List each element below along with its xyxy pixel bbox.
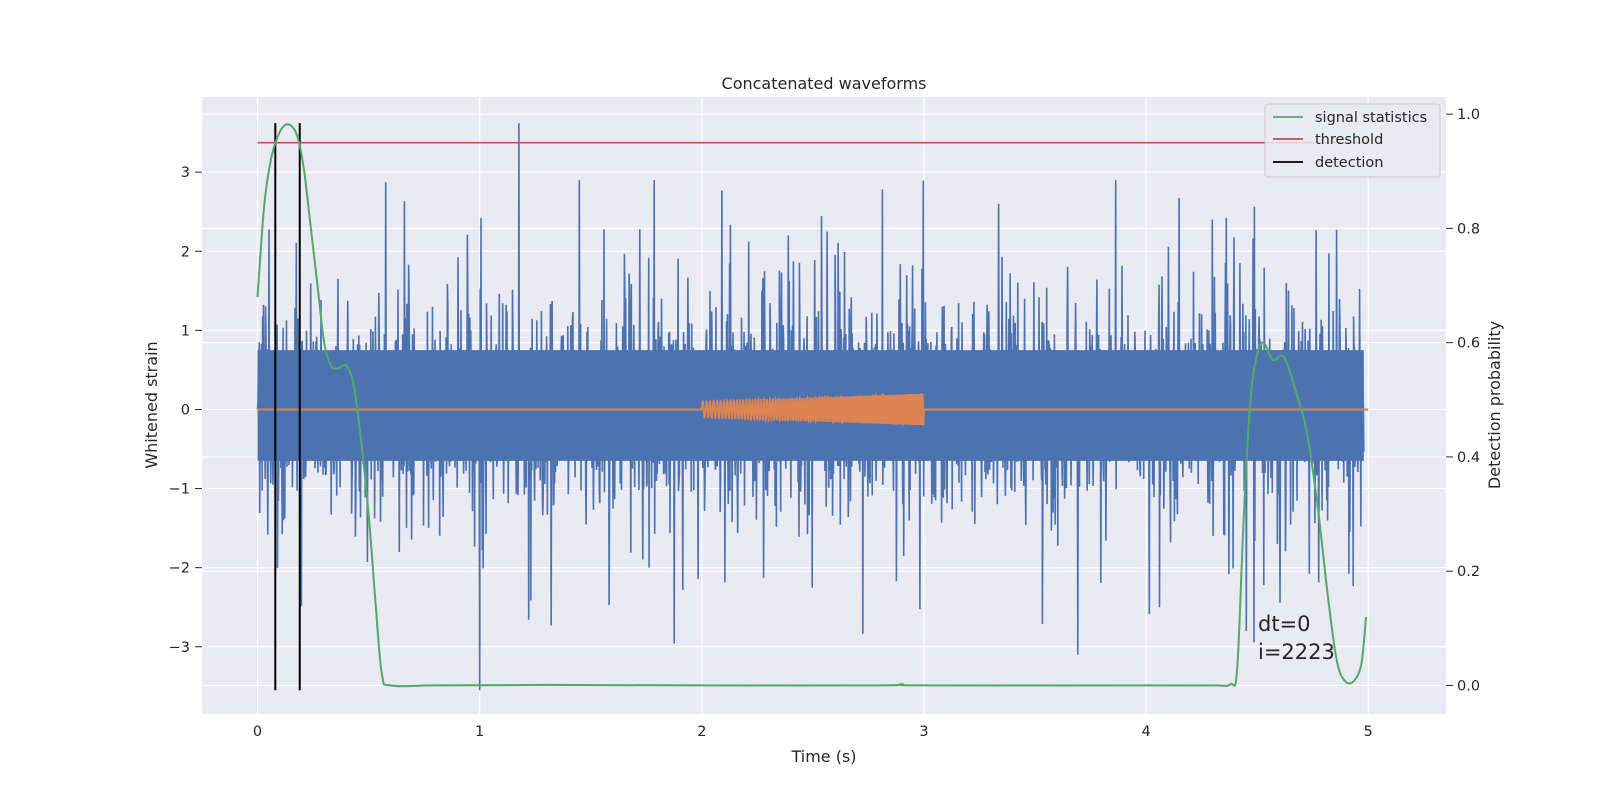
injection-chirp [700,392,925,426]
legend-label-signal-statistics: signal statistics [1315,110,1427,126]
y-right-tick-label: 0.8 [1457,221,1480,237]
x-tick-label: 3 [919,724,928,740]
y-right-tick-label: 0.6 [1457,336,1480,352]
x-tick-label: 2 [697,724,706,740]
y-tick-label: 1 [181,323,190,339]
injection-layer [257,392,1369,426]
y-tick-label: 3 [181,165,190,181]
x-tick-label: 1 [475,724,484,740]
ticks-layer: 0 1 2 3 4 5 −3 −2 −1 0 1 2 3 0.0 0.2 0.4 0.6 0.8 1.0 [169,107,1480,740]
legend: signal statistics threshold detection [1264,103,1441,178]
detection-layer [274,123,301,691]
y-axis-label-right: Detection probability [1485,321,1504,489]
x-tick-label: 0 [253,724,262,740]
y-tick-label: −2 [169,561,190,577]
legend-box [1264,103,1441,178]
y-right-tick-label: 1.0 [1457,107,1480,123]
y-right-tick-label: 0.0 [1457,678,1480,694]
annotation-dt: dt=0 [1258,612,1311,636]
legend-label-threshold: threshold [1315,132,1383,148]
x-axis-label: Time (s) [790,747,856,766]
y-right-tick-label: 0.2 [1457,564,1480,580]
y-right-tick-label: 0.4 [1457,450,1480,466]
annotation-index: i=2223 [1258,640,1335,664]
y-tick-label: 0 [181,402,190,418]
y-tick-label: 2 [181,244,190,260]
probability-layer [256,123,1369,688]
x-tick-label: 5 [1364,724,1373,740]
y-tick-label: −1 [169,482,190,498]
legend-label-detection: detection [1315,155,1383,171]
chart-title: Concatenated waveforms [722,74,927,93]
y-axis-label: Whitened strain [142,341,161,468]
signal-statistics-line [256,123,1367,688]
y-tick-label: −3 [169,640,190,656]
x-tick-label: 4 [1141,724,1150,740]
